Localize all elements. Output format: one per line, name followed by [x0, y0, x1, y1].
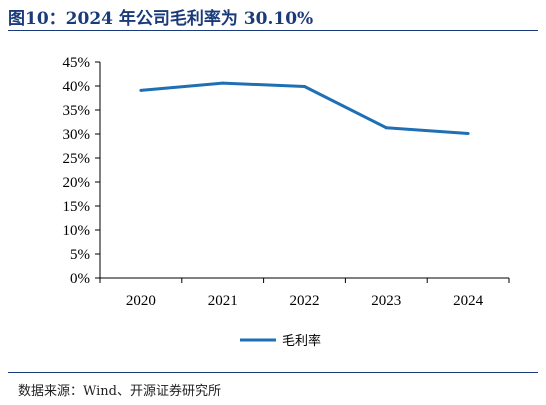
y-tick-label: 40%: [63, 79, 91, 95]
x-axis-labels: 2020 2021 2022 2023 2024: [126, 293, 484, 309]
chart-title: 图10：2024 年公司毛利率为 30.10%: [8, 9, 314, 29]
x-tick-label: 2024: [453, 293, 484, 309]
x-tick-label: 2021: [208, 293, 238, 309]
y-tick-label: 0%: [70, 271, 90, 287]
y-axis-labels: 0% 5% 10% 15% 20% 25% 30% 35% 40% 45%: [63, 55, 91, 287]
y-tick-label: 15%: [63, 199, 91, 215]
chart-legend: 毛利率: [240, 333, 321, 349]
y-tick-label: 30%: [63, 127, 91, 143]
x-tick-label: 2023: [371, 293, 401, 309]
data-point: [303, 84, 306, 88]
y-tick-label: 25%: [63, 151, 91, 167]
data-point: [384, 126, 388, 130]
footer-divider: [8, 372, 538, 373]
x-tick-label: 2022: [290, 293, 320, 309]
chart-axes: [95, 61, 510, 283]
y-tick-label: 20%: [63, 175, 91, 191]
series-layer: [139, 81, 470, 136]
series-line: [140, 81, 469, 136]
legend-label: 毛利率: [282, 333, 321, 349]
y-tick-label: 45%: [63, 55, 91, 71]
x-tick-label: 2020: [126, 293, 156, 309]
y-tick-label: 5%: [70, 247, 90, 263]
data-point: [221, 81, 225, 85]
title-divider: [8, 30, 538, 31]
data-point: [466, 132, 470, 136]
y-tick-label: 35%: [63, 103, 91, 119]
y-tick-label: 10%: [63, 223, 91, 239]
data-point: [139, 88, 143, 92]
source-note: 数据来源：Wind、开源证券研究所: [18, 384, 221, 399]
